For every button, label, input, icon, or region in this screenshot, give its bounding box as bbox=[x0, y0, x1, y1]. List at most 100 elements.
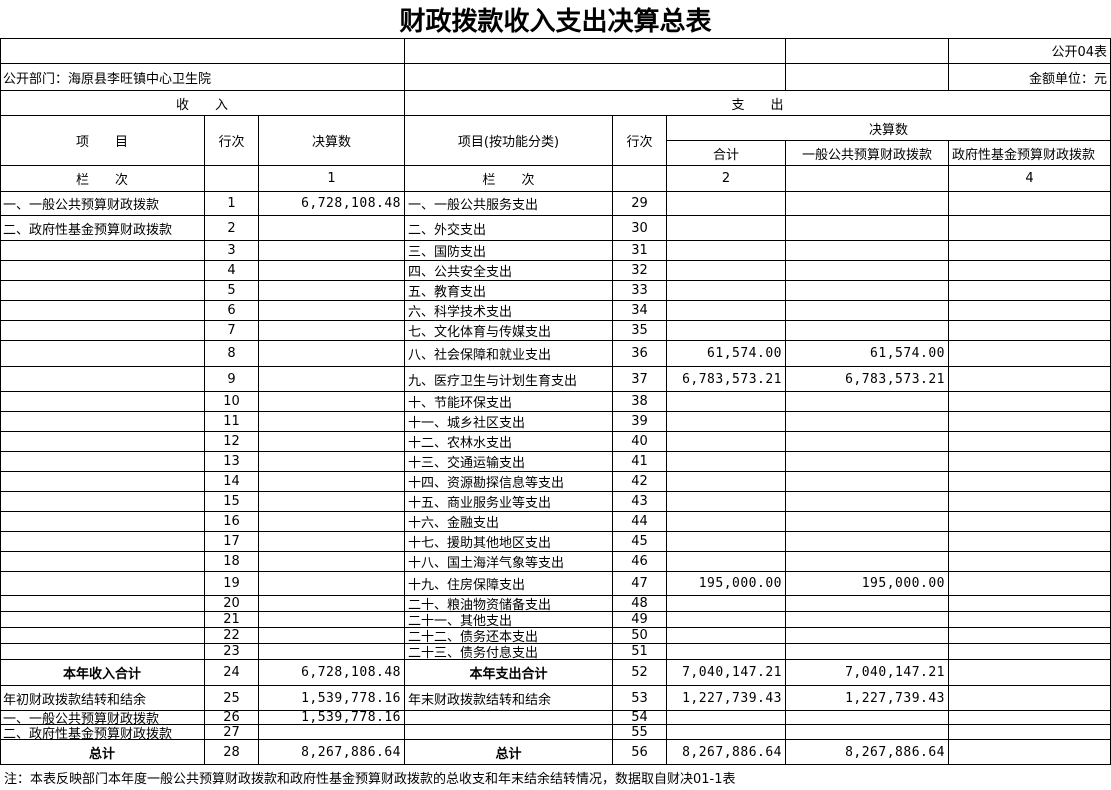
general-amount bbox=[786, 321, 949, 341]
fund-amount bbox=[949, 686, 1111, 711]
income-line-no: 8 bbox=[205, 341, 259, 367]
expense-line-no: 54 bbox=[613, 711, 667, 725]
blank-cell bbox=[405, 64, 786, 91]
income-item bbox=[0, 301, 205, 321]
income-amount: 6,728,108.48 bbox=[259, 660, 405, 686]
blank-cell bbox=[405, 38, 786, 64]
expense-item: 五、教育支出 bbox=[405, 281, 613, 301]
total-amount bbox=[667, 596, 786, 612]
general-amount bbox=[786, 216, 949, 241]
income-item bbox=[0, 261, 205, 281]
expense-item: 总计 bbox=[405, 740, 613, 765]
general-amount bbox=[786, 281, 949, 301]
expense-item bbox=[405, 711, 613, 725]
total-amount: 8,267,886.64 bbox=[667, 740, 786, 765]
income-item bbox=[0, 596, 205, 612]
income-item bbox=[0, 492, 205, 512]
expense-line-no: 41 bbox=[613, 452, 667, 472]
expense-line-no: 50 bbox=[613, 628, 667, 644]
column-number: 2 bbox=[667, 166, 786, 192]
total-amount bbox=[667, 412, 786, 432]
income-line-no: 22 bbox=[205, 628, 259, 644]
income-amount bbox=[259, 367, 405, 392]
blank-cell bbox=[0, 38, 405, 64]
income-item bbox=[0, 321, 205, 341]
expense-line-no: 39 bbox=[613, 412, 667, 432]
header-fund: 政府性基金预算财政拨款 bbox=[949, 141, 1111, 166]
total-amount bbox=[667, 492, 786, 512]
expense-line-no: 46 bbox=[613, 552, 667, 572]
total-amount bbox=[667, 392, 786, 412]
income-line-no: 24 bbox=[205, 660, 259, 686]
blank-cell bbox=[786, 64, 949, 91]
total-amount bbox=[667, 192, 786, 216]
fund-amount bbox=[949, 725, 1111, 740]
general-amount bbox=[786, 192, 949, 216]
total-amount bbox=[667, 281, 786, 301]
general-amount: 61,574.00 bbox=[786, 341, 949, 367]
income-item: 二、政府性基金预算财政拨款 bbox=[0, 725, 205, 740]
general-amount bbox=[786, 725, 949, 740]
general-amount bbox=[786, 452, 949, 472]
expense-item: 七、文化体育与传媒支出 bbox=[405, 321, 613, 341]
total-amount: 6,783,573.21 bbox=[667, 367, 786, 392]
income-amount bbox=[259, 596, 405, 612]
expense-item: 十、节能环保支出 bbox=[405, 392, 613, 412]
expense-line-no: 29 bbox=[613, 192, 667, 216]
total-amount bbox=[667, 628, 786, 644]
table-frame bbox=[0, 38, 1111, 765]
fund-amount bbox=[949, 392, 1111, 412]
income-amount bbox=[259, 281, 405, 301]
expense-line-no: 55 bbox=[613, 725, 667, 740]
fund-amount bbox=[949, 660, 1111, 686]
fund-amount bbox=[949, 628, 1111, 644]
income-item bbox=[0, 532, 205, 552]
expense-item: 十八、国土海洋气象等支出 bbox=[405, 552, 613, 572]
income-item: 年初财政拨款结转和结余 bbox=[0, 686, 205, 711]
fund-amount bbox=[949, 432, 1111, 452]
expense-line-no: 40 bbox=[613, 432, 667, 452]
expense-line-no: 38 bbox=[613, 392, 667, 412]
expense-line-no: 36 bbox=[613, 341, 667, 367]
total-amount bbox=[667, 432, 786, 452]
expense-line-no: 44 bbox=[613, 512, 667, 532]
income-item bbox=[0, 472, 205, 492]
expense-line-no: 51 bbox=[613, 644, 667, 660]
income-line-no: 2 bbox=[205, 216, 259, 241]
fund-amount bbox=[949, 321, 1111, 341]
income-item bbox=[0, 241, 205, 261]
income-amount bbox=[259, 321, 405, 341]
expense-item: 九、医疗卫生与计划生育支出 bbox=[405, 367, 613, 392]
expense-item: 本年支出合计 bbox=[405, 660, 613, 686]
income-item bbox=[0, 552, 205, 572]
income-amount bbox=[259, 492, 405, 512]
fund-amount bbox=[949, 512, 1111, 532]
expense-line-no: 43 bbox=[613, 492, 667, 512]
income-amount: 8,267,886.64 bbox=[259, 740, 405, 765]
general-amount bbox=[786, 392, 949, 412]
general-amount bbox=[786, 301, 949, 321]
expense-item: 四、公共安全支出 bbox=[405, 261, 613, 281]
income-line-no: 16 bbox=[205, 512, 259, 532]
income-line-no: 12 bbox=[205, 432, 259, 452]
expense-item: 二十、粮油物资储备支出 bbox=[405, 596, 613, 612]
income-amount bbox=[259, 532, 405, 552]
income-line-no: 10 bbox=[205, 392, 259, 412]
expense-line-no: 37 bbox=[613, 367, 667, 392]
income-amount bbox=[259, 612, 405, 628]
header-line-no: 行次 bbox=[613, 116, 667, 166]
general-amount bbox=[786, 644, 949, 660]
total-amount bbox=[667, 711, 786, 725]
income-item: 二、政府性基金预算财政拨款 bbox=[0, 216, 205, 241]
expense-item: 年末财政拨款结转和结余 bbox=[405, 686, 613, 711]
general-amount: 1,227,739.43 bbox=[786, 686, 949, 711]
income-item: 总计 bbox=[0, 740, 205, 765]
general-amount bbox=[786, 432, 949, 452]
general-amount bbox=[786, 512, 949, 532]
general-amount bbox=[786, 492, 949, 512]
expense-line-no: 53 bbox=[613, 686, 667, 711]
total-amount bbox=[667, 472, 786, 492]
income-line-no: 21 bbox=[205, 612, 259, 628]
fund-amount bbox=[949, 740, 1111, 765]
income-item: 一、一般公共预算财政拨款 bbox=[0, 192, 205, 216]
